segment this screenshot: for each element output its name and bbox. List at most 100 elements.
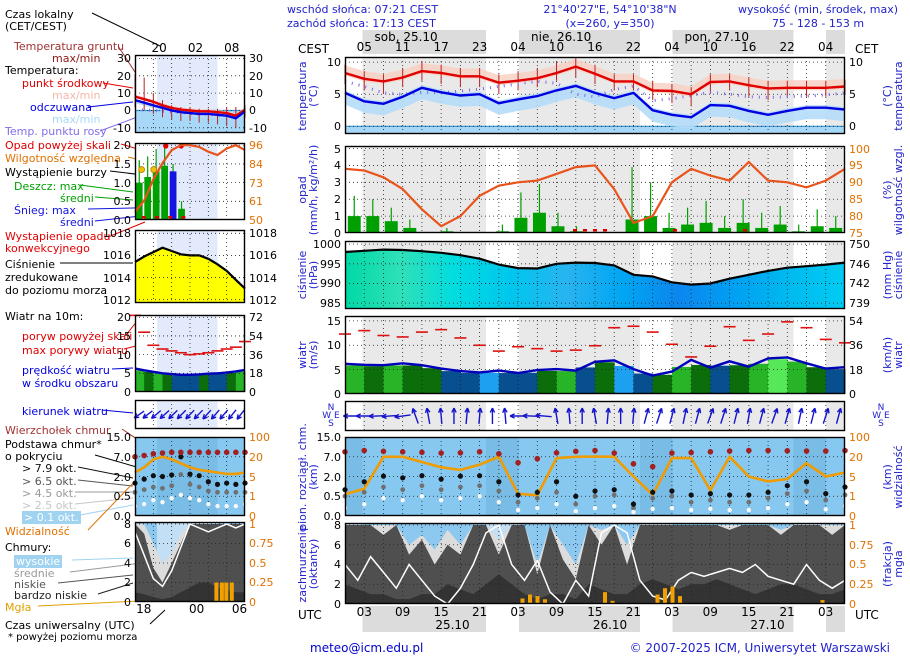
email-text[interactable]: meteo@icm.edu.pl (310, 641, 424, 655)
legend-item--4-5-okt-: > 4.5 okt. (22, 487, 77, 500)
mini-temp-right-tick: 10 (249, 87, 263, 101)
main-temp-right-tick: 0 (849, 120, 856, 134)
legend-item-wysokie: wysokie (14, 555, 63, 568)
main-precip-right-tick: 80 (849, 210, 863, 224)
top-hour-label: 04 (664, 40, 680, 54)
main-precipitation-chart (344, 145, 846, 234)
mini-wind-left-tick: 10 (117, 348, 131, 362)
top-hour-label: 22 (779, 40, 795, 54)
mini-press-right-tick: 1018 (249, 227, 277, 241)
mini-precip-right-tick: 61 (249, 195, 263, 209)
main-wind-left-tick: 10 (327, 339, 341, 353)
day-label: sob, 25.10 (374, 30, 438, 44)
mini-temp-right-tick: 20 (249, 69, 263, 83)
top-hour-label: 11 (395, 40, 411, 54)
main-cloud-left-tick: 7.0 (323, 450, 342, 464)
mini-temp-left-tick: 0 (124, 104, 131, 118)
bottom-date-label: 27.10 (750, 618, 785, 632)
legend-item-wyst-pienie-opadu: Wystąpienie opadu (5, 230, 111, 243)
mini-precip-right-tick: 96 (249, 139, 263, 153)
legend-item-pr-dko-wiatru: prędkość wiatru (22, 364, 110, 377)
legend-item-w-rodku-obszaru: w środku obszaru (22, 377, 119, 390)
legend-item-niskie: niskie (14, 578, 46, 591)
mini-top-hour-label: 20 (151, 41, 167, 55)
footnote: * powyżej poziomu morza (8, 632, 138, 643)
bottom-hour-label: 21 (779, 605, 795, 619)
legend-item-temp-punktu-rosy: Temp. punktu rosy (5, 125, 107, 138)
main-precip-right-tick: 75 (849, 227, 863, 240)
mini-precip-right-tick: 50 (249, 214, 263, 227)
legend-item--rednie: średnie (14, 567, 55, 580)
coordinates-label: 21°40'27"E, 54°10'38"N (543, 3, 677, 16)
mini-okta-left-tick: 2 (124, 576, 131, 590)
altitude-label: wysokość (min, środek, max) (737, 3, 899, 16)
contact-email-link[interactable]: meteo@icm.edu.pl (310, 641, 423, 655)
top-hour-label: 17 (433, 40, 449, 54)
mini-precip-left-tick: 2.0 (113, 139, 132, 153)
top-hour-label: 04 (818, 40, 834, 54)
legend-item-max-porywy-wiatru: max porywy wiatru (22, 344, 128, 357)
main-press-left-tick: 995 (320, 257, 341, 271)
mini-press-right-tick: 1014 (249, 271, 277, 285)
mini-wind-chart (129, 314, 251, 393)
mini-wind-left-tick: 15 (117, 329, 131, 343)
mini-precipitation-chart (134, 142, 246, 221)
grid-xy-label: (x=260, y=350) (565, 17, 655, 30)
bottom-hour-label: 03 (356, 605, 372, 619)
bottom-hour-label: 03 (510, 605, 526, 619)
main-cloud-right-tick: 20 (849, 450, 863, 464)
mini-press-right-tick: 1016 (249, 249, 277, 263)
legend-item-wiatr-na-10m-: Wiatr na 10m: (5, 310, 84, 323)
mini-cloud-left-tick: 15.0 (106, 431, 132, 444)
main-temp-right-tick: 10 (849, 56, 863, 70)
mini-top-hour-label: 02 (187, 41, 204, 55)
main-temp-left-tick: 5 (334, 88, 341, 102)
bottom-hour-label: 03 (664, 605, 680, 619)
mini-okta-left-tick: 4 (124, 556, 131, 570)
main-cloud-right-tick: 1 (849, 490, 856, 504)
mini-temp-left-tick: 20 (117, 69, 131, 83)
bottom-date-label: 25.10 (435, 618, 470, 632)
main-precip-left-tick: 5 (334, 142, 341, 156)
main-okta-left-tick: 2 (334, 578, 341, 592)
bottom-hour-label: 09 (702, 605, 718, 619)
main-cloud-cover-chart (344, 522, 846, 606)
main-wind-left-tick: 5 (334, 363, 341, 377)
mini-cloud-right-tick: 1 (249, 490, 256, 504)
legend-item--cet-cest-: (CET/CEST) (5, 20, 67, 33)
main-press-left-tick: 990 (320, 277, 341, 291)
altitude-value: 75 - 128 - 153 m (771, 17, 865, 30)
main-cloud-layers-chart (342, 436, 848, 517)
legend-item-czas-uniwersalny-utc-: Czas uniwersalny (UTC) (5, 619, 135, 632)
bottom-date-label: 26.10 (592, 618, 628, 632)
mini-precip-left-tick: 0.0 (113, 214, 132, 227)
main-wind-right-tick: 0 (849, 388, 856, 401)
mini-precip-left-tick: 0.5 (113, 195, 132, 209)
main-temp-right-tick: 5 (849, 88, 856, 102)
bottom-axis-bands (362, 606, 845, 632)
top-hour-label: 10 (548, 40, 565, 54)
main-precip-left-tick: 1 (334, 210, 341, 224)
legend-item-kierunek-wiatru: kierunek wiatru (22, 405, 108, 418)
top-hour-label: 04 (510, 40, 526, 54)
mini-temp-right-tick: 30 (249, 52, 263, 66)
main-temperature-chart (344, 56, 846, 135)
main-precip-right-tick: 95 (849, 159, 863, 173)
main-okta-right-tick: 0 (849, 598, 856, 611)
main-precip-left-tick: 0 (334, 227, 341, 240)
bottom-hour-label: 15 (587, 605, 603, 619)
mini-press-left-tick: 1012 (103, 293, 131, 307)
mini-wind-right-tick: 36 (249, 348, 263, 362)
mini-wind-right-tick: 0 (249, 386, 256, 399)
main-precip-right-tick: 100 (849, 142, 870, 156)
mini-precip-right-tick: 73 (249, 176, 263, 190)
legend-item-temperatura-gruntu: Temperatura gruntu (14, 40, 125, 53)
main-wind-left-tick: 0 (334, 388, 341, 401)
bottom-hour-label: 09 (548, 605, 565, 619)
legend-item-wilgotno-wzgl-dna: Wilgotność względna (5, 152, 122, 165)
legend-item-konwekcyjnego: konwekcyjnego (5, 242, 90, 255)
legend-item-wierzcho-ek-chmur: Wierzchołek chmur (5, 424, 111, 437)
legend-item--redni: średni (60, 216, 94, 229)
